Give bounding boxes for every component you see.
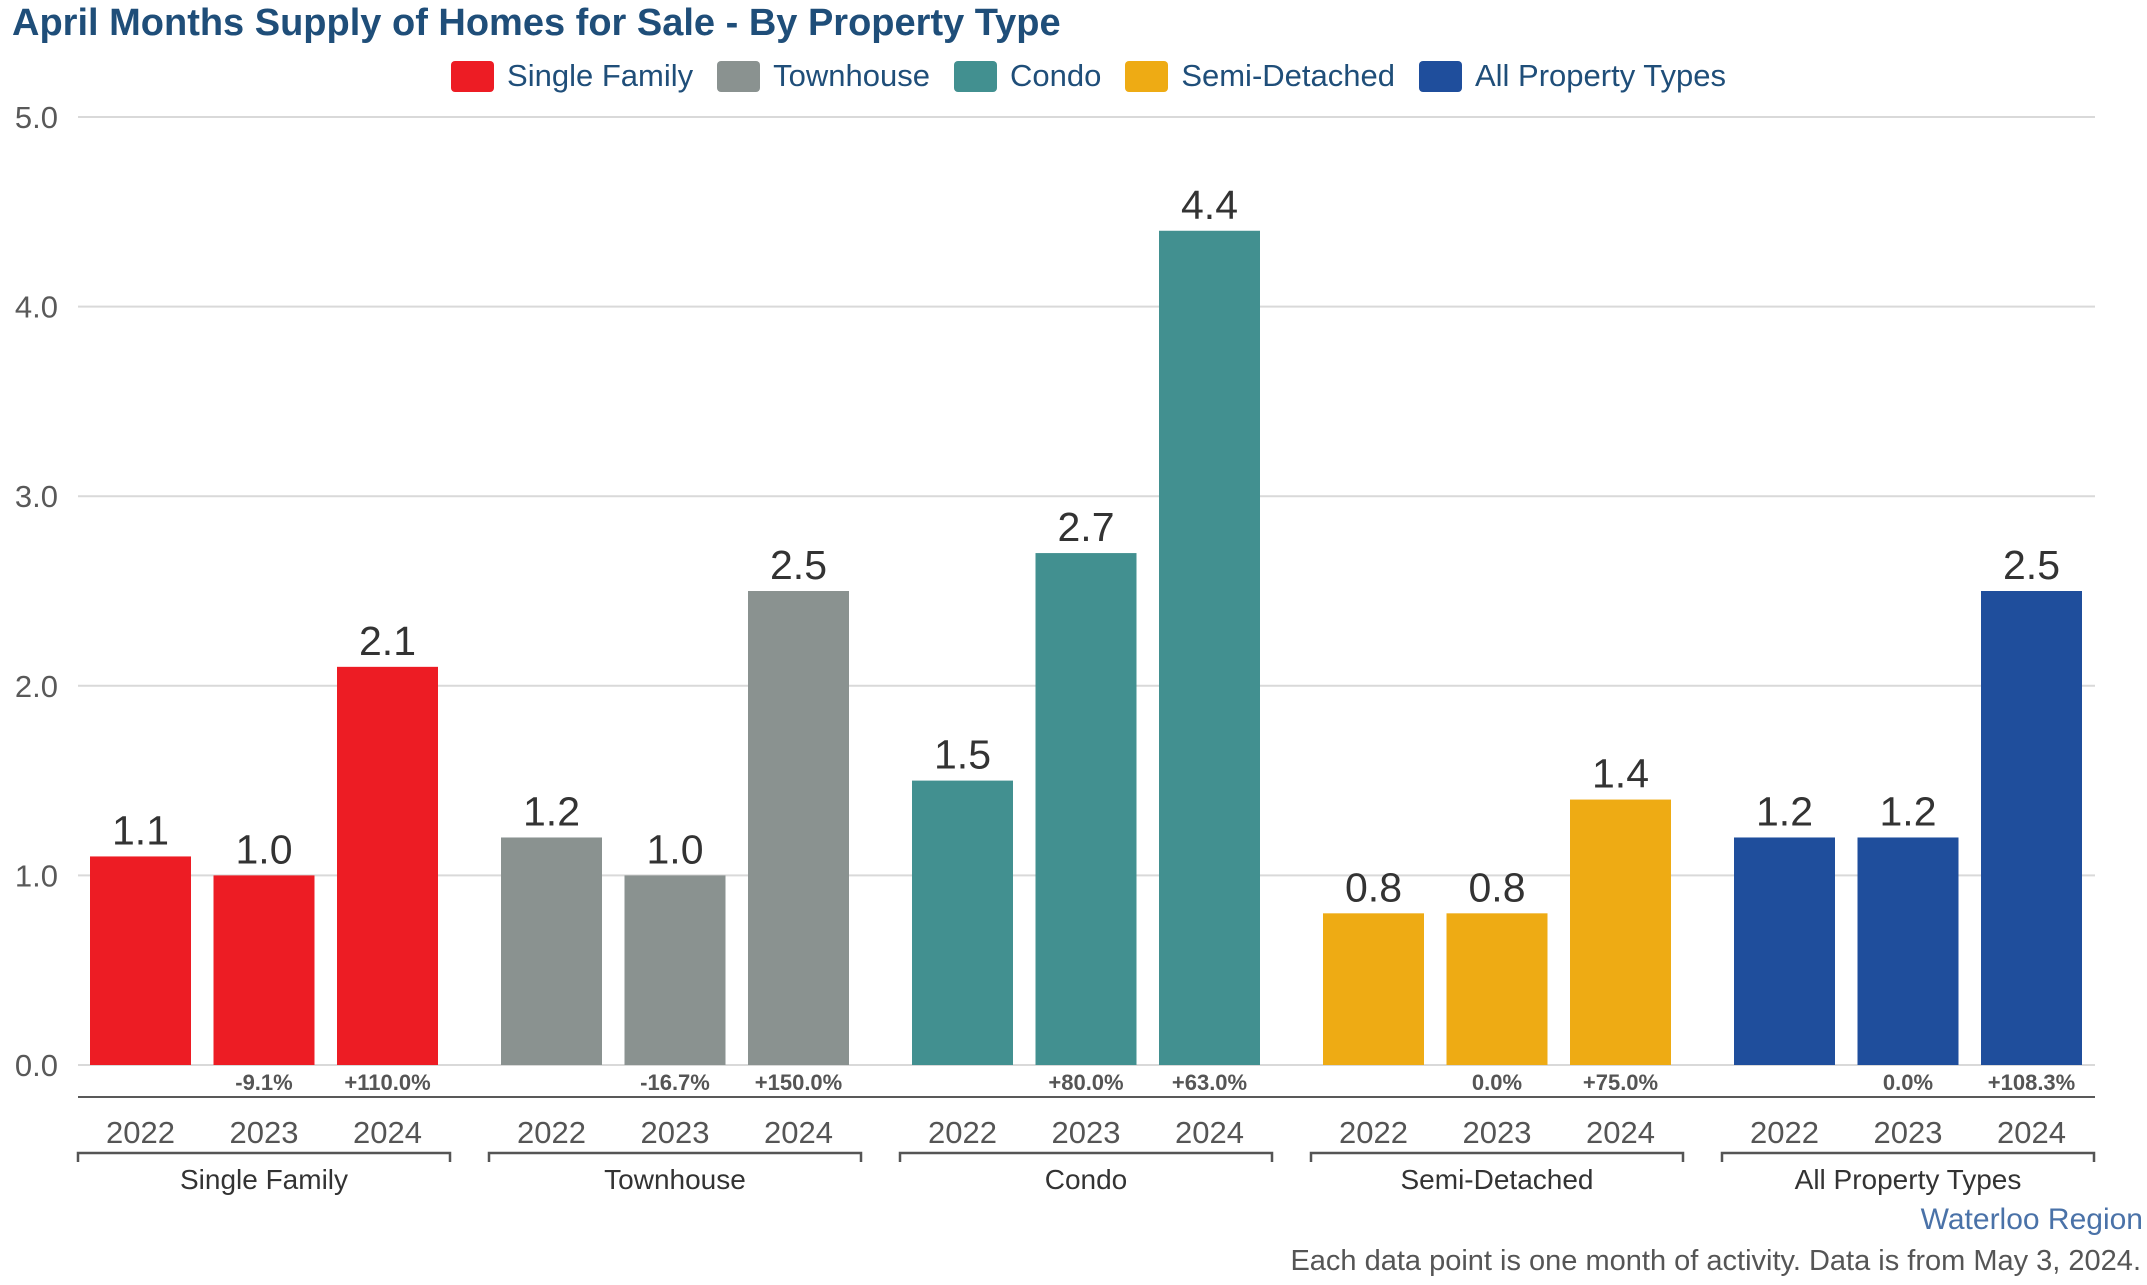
y-tick-label: 2.0 xyxy=(15,669,58,704)
data-label: 4.4 xyxy=(1181,182,1238,228)
group-bracket xyxy=(487,1151,863,1162)
legend-label-condo: Condo xyxy=(1009,58,1102,93)
legend-item-condo[interactable]: Condo xyxy=(953,58,1102,94)
x-tick-label: 2024 xyxy=(1997,1115,2066,1150)
data-label: 1.2 xyxy=(1756,788,1813,834)
chart-title: April Months Supply of Homes for Sale - … xyxy=(12,2,1061,44)
group-bracket xyxy=(1720,1151,2096,1162)
group-label: Townhouse xyxy=(604,1164,746,1195)
data-label: 1.2 xyxy=(523,788,580,834)
x-tick-label: 2024 xyxy=(1586,1115,1655,1150)
legend-item-all-property-types[interactable]: All Property Types xyxy=(1418,58,1726,94)
x-tick-label: 2024 xyxy=(353,1115,422,1150)
group-bracket xyxy=(1309,1151,1685,1162)
data-label: 2.7 xyxy=(1058,504,1115,550)
data-label: 1.0 xyxy=(647,826,704,872)
data-label: 1.1 xyxy=(112,807,169,853)
x-tick-label: 2024 xyxy=(764,1115,833,1150)
change-label: +63.0% xyxy=(1172,1070,1247,1095)
group-label: Single Family xyxy=(180,1164,348,1195)
x-tick-label: 2022 xyxy=(1339,1115,1408,1150)
bar-all-property-types-2022 xyxy=(1734,837,1835,1065)
y-tick-label: 5.0 xyxy=(15,100,58,135)
y-tick-label: 0.0 xyxy=(15,1048,58,1083)
change-label: +75.0% xyxy=(1583,1070,1658,1095)
data-label: 1.2 xyxy=(1880,788,1937,834)
x-tick-label: 2022 xyxy=(106,1115,175,1150)
bar-condo-2024 xyxy=(1159,230,1260,1065)
bar-townhouse-2024 xyxy=(748,591,849,1065)
change-label: +110.0% xyxy=(344,1070,430,1095)
data-label: 2.5 xyxy=(2003,542,2060,588)
x-tick-label: 2022 xyxy=(928,1115,997,1150)
y-tick-label: 4.0 xyxy=(15,290,58,325)
data-label: 0.8 xyxy=(1469,864,1526,910)
legend-label-semi-detached: Semi-Detached xyxy=(1181,58,1395,93)
legend-swatch-all-property-types xyxy=(1418,60,1462,92)
bar-semi-detached-2024 xyxy=(1570,799,1671,1065)
x-tick-label: 2023 xyxy=(230,1115,299,1150)
data-label: 2.5 xyxy=(770,542,827,588)
bar-semi-detached-2023 xyxy=(1446,913,1548,1065)
footnote: Each data point is one month of activity… xyxy=(1290,1245,2141,1277)
change-label: 0.0% xyxy=(1883,1070,1933,1095)
data-label: 1.4 xyxy=(1592,751,1649,797)
change-label: -9.1% xyxy=(235,1070,292,1095)
group-bracket xyxy=(76,1151,452,1162)
region-label: Waterloo Region xyxy=(1920,1203,2143,1236)
group-label: Semi-Detached xyxy=(1401,1164,1594,1195)
change-label: 0.0% xyxy=(1472,1070,1522,1095)
legend-label-all-property-types: All Property Types xyxy=(1474,58,1726,93)
bar-single-family-2023 xyxy=(213,875,315,1065)
legend-item-semi-detached[interactable]: Semi-Detached xyxy=(1125,58,1395,94)
x-tick-label: 2022 xyxy=(517,1115,586,1150)
data-label: 1.5 xyxy=(934,732,991,778)
legend-swatch-semi-detached xyxy=(1125,60,1169,92)
legend-label-townhouse: Townhouse xyxy=(773,58,930,93)
bar-all-property-types-2023 xyxy=(1857,837,1959,1065)
change-label: +150.0% xyxy=(755,1070,842,1095)
data-label: 0.8 xyxy=(1345,864,1402,910)
bar-condo-2022 xyxy=(912,780,1013,1065)
bar-townhouse-2022 xyxy=(501,837,602,1065)
legend-swatch-townhouse xyxy=(717,60,761,92)
legend-label-single-family: Single Family xyxy=(507,58,694,93)
x-tick-label: 2023 xyxy=(641,1115,710,1150)
y-tick-label: 3.0 xyxy=(15,479,58,514)
legend-swatch-single-family xyxy=(451,60,495,92)
legend: Single Family Townhouse Condo Semi-Detac… xyxy=(0,58,2147,94)
group-label: Condo xyxy=(1045,1164,1128,1195)
x-tick-label: 2023 xyxy=(1874,1115,1943,1150)
y-tick-label: 1.0 xyxy=(15,858,58,893)
x-tick-label: 2022 xyxy=(1750,1115,1819,1150)
legend-item-single-family[interactable]: Single Family xyxy=(451,58,693,94)
bar-semi-detached-2022 xyxy=(1323,913,1424,1065)
data-label: 1.0 xyxy=(236,826,293,872)
change-label: +108.3% xyxy=(1988,1070,2075,1095)
x-tick-label: 2024 xyxy=(1175,1115,1244,1150)
bar-all-property-types-2024 xyxy=(1981,591,2082,1065)
bar-single-family-2022 xyxy=(90,856,191,1065)
change-label: +80.0% xyxy=(1048,1070,1123,1095)
data-label: 2.1 xyxy=(359,618,416,664)
bar-townhouse-2023 xyxy=(624,875,726,1065)
bar-condo-2023 xyxy=(1035,553,1137,1065)
bar-single-family-2024 xyxy=(337,666,438,1065)
x-tick-label: 2023 xyxy=(1052,1115,1121,1150)
legend-item-townhouse[interactable]: Townhouse xyxy=(717,58,930,94)
x-tick-label: 2023 xyxy=(1463,1115,1532,1150)
group-bracket xyxy=(898,1151,1274,1162)
change-label: -16.7% xyxy=(640,1070,710,1095)
legend-swatch-condo xyxy=(953,60,997,92)
group-label: All Property Types xyxy=(1795,1164,2022,1195)
